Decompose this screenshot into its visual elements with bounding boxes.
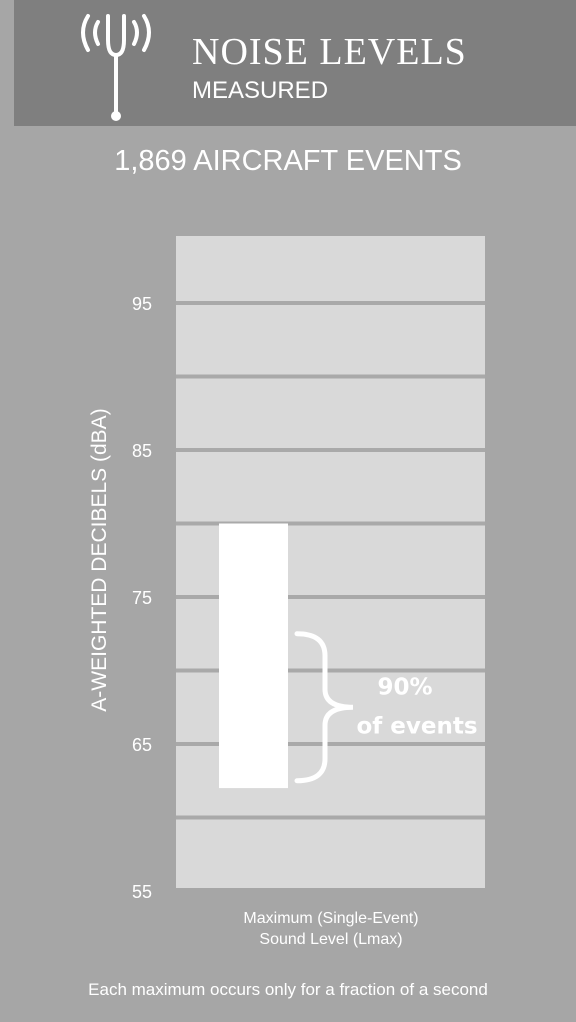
page-subtitle: MEASURED — [192, 77, 329, 104]
gridline — [176, 668, 485, 673]
tuning-fork-broadcast-icon — [81, 14, 151, 121]
y-tick-label: 55 — [132, 882, 152, 902]
footnote: Each maximum occurs only for a fraction … — [88, 980, 488, 999]
page-title: NOISE LEVELS — [192, 31, 467, 73]
x-axis-category-label: Maximum (Single-Event) Sound Level (Lmax… — [176, 908, 486, 950]
gridline — [176, 815, 485, 820]
x-label-line-2: Sound Level (Lmax) — [259, 931, 403, 948]
gridline — [176, 521, 485, 526]
annotation-percent: 90% — [377, 674, 432, 700]
gridline — [176, 742, 485, 746]
y-axis-title: A-WEIGHTED DECIBELS (dBA) — [88, 408, 111, 712]
x-label-line-1: Maximum (Single-Event) — [243, 910, 419, 927]
curly-brace — [294, 631, 354, 784]
y-tick-label: 95 — [132, 294, 152, 314]
header-banner: NOISE LEVELS MEASURED — [14, 0, 576, 126]
range-bar — [219, 523, 288, 789]
gridline — [176, 301, 485, 305]
events-count: 1,869 AIRCRAFT EVENTS — [114, 145, 462, 177]
y-tick-label: 85 — [132, 441, 152, 461]
annotation-label: of events — [356, 713, 477, 739]
y-tick-label: 65 — [132, 735, 152, 755]
gridline — [176, 595, 485, 599]
gridline — [176, 374, 485, 379]
gridline — [176, 448, 485, 452]
y-tick-label: 75 — [132, 588, 152, 608]
